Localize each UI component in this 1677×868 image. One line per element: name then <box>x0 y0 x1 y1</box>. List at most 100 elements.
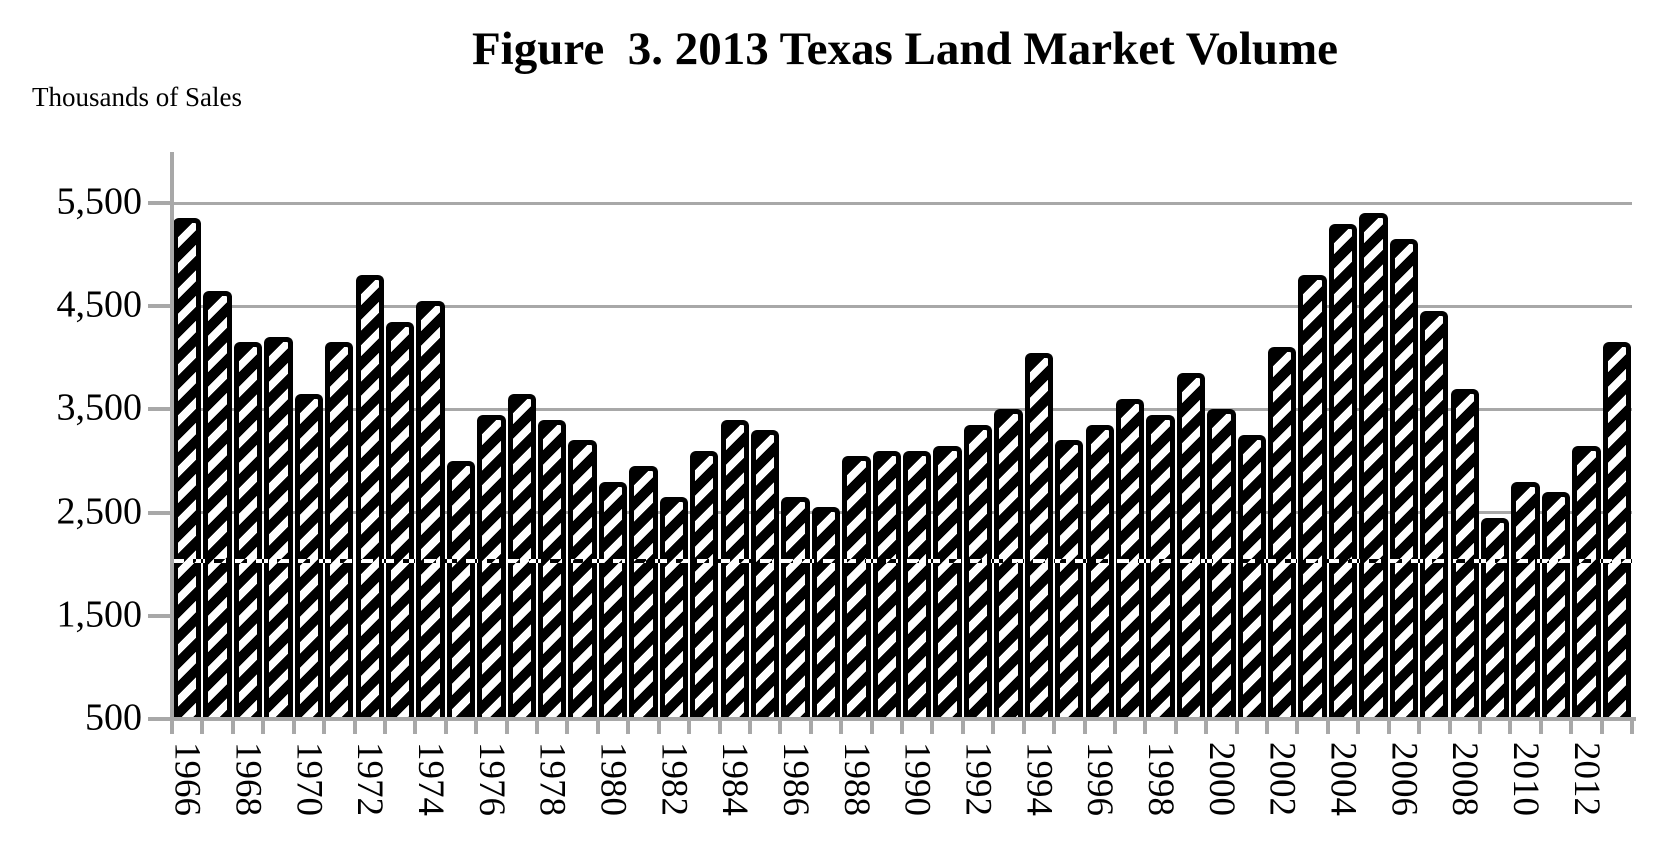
bar-1993 <box>994 409 1023 719</box>
x-tick-label-2006: 2006 <box>1383 742 1425 816</box>
x-tick-22 <box>839 719 844 734</box>
x-tick-12 <box>535 719 539 734</box>
x-tick-15 <box>626 719 631 734</box>
y-tick-500 <box>148 717 172 721</box>
x-tick-43 <box>1477 719 1482 734</box>
x-tick-21 <box>808 719 813 734</box>
bar-1974 <box>416 301 445 719</box>
bar-1967 <box>203 290 232 719</box>
bar-1968 <box>233 342 263 719</box>
x-tick-label-1976: 1976 <box>470 742 512 816</box>
x-tick-label-1978: 1978 <box>531 742 573 816</box>
y-tick-2500 <box>148 510 172 515</box>
x-tick-label-1992: 1992 <box>957 742 999 816</box>
x-tick-9 <box>443 719 448 734</box>
bar-1966 <box>173 218 202 719</box>
x-tick-label-1968: 1968 <box>227 742 269 816</box>
gridline-2500 <box>172 511 1632 515</box>
x-tick-label-1974: 1974 <box>410 742 452 816</box>
x-tick-label-1994: 1994 <box>1018 742 1060 816</box>
bar-1970 <box>294 393 324 719</box>
bar-1975 <box>446 461 476 719</box>
x-tick-label-2002: 2002 <box>1261 742 1303 816</box>
bar-1992 <box>963 424 993 719</box>
x-tick-38 <box>1325 719 1330 734</box>
x-tick-24 <box>900 719 904 734</box>
bar-1979 <box>568 440 597 719</box>
x-tick-36 <box>1265 719 1269 734</box>
x-tick-label-1988: 1988 <box>835 742 877 816</box>
x-tick-1 <box>200 719 205 734</box>
x-tick-label-2008: 2008 <box>1444 742 1486 816</box>
x-tick-8 <box>413 719 418 734</box>
x-tick-11 <box>504 719 509 734</box>
x-tick-33 <box>1173 719 1178 734</box>
x-tick-label-1986: 1986 <box>775 742 817 816</box>
y-tick-label-2500: 2,500 <box>56 490 143 533</box>
x-tick-30 <box>1082 719 1087 734</box>
bar-1995 <box>1055 440 1084 719</box>
x-tick-35 <box>1234 719 1239 734</box>
x-tick-32 <box>1143 719 1148 734</box>
x-tick-label-1996: 1996 <box>1079 742 1121 816</box>
bar-2010 <box>1511 481 1540 719</box>
y-axis-line <box>170 152 174 723</box>
bar-1991 <box>933 445 962 719</box>
x-tick-5 <box>322 719 327 734</box>
x-tick-44 <box>1508 719 1513 734</box>
x-tick-39 <box>1356 719 1361 734</box>
bar-1980 <box>598 481 628 719</box>
x-tick-label-1990: 1990 <box>896 742 938 816</box>
x-tick-37 <box>1295 719 1300 734</box>
bar-1996 <box>1085 424 1114 719</box>
y-tick-label-1500: 1,500 <box>56 593 143 636</box>
x-tick-7 <box>382 719 387 734</box>
x-tick-16 <box>656 719 661 734</box>
x-tick-46 <box>1569 719 1574 734</box>
bar-1998 <box>1146 414 1175 719</box>
bar-1999 <box>1176 373 1206 719</box>
x-tick-label-2004: 2004 <box>1322 742 1364 816</box>
bar-1977 <box>507 393 536 719</box>
y-tick-label-4500: 4,500 <box>56 283 143 326</box>
bar-1985 <box>750 430 780 719</box>
bar-1982 <box>659 497 689 719</box>
bar-1986 <box>781 497 810 719</box>
bar-2006 <box>1389 239 1419 719</box>
bar-2005 <box>1359 213 1388 719</box>
x-axis-line <box>150 717 1636 721</box>
x-tick-29 <box>1052 719 1057 734</box>
x-tick-17 <box>687 719 692 734</box>
bar-1969 <box>264 337 293 719</box>
bar-1983 <box>690 450 719 719</box>
y-tick-5500 <box>148 201 172 205</box>
bar-1984 <box>720 419 749 719</box>
x-tick-48 <box>1630 719 1634 734</box>
gridline-5500 <box>172 201 1632 205</box>
bar-1973 <box>385 321 415 719</box>
x-tick-3 <box>261 719 266 734</box>
x-tick-label-1998: 1998 <box>1140 742 1182 816</box>
x-tick-34 <box>1204 719 1209 734</box>
bar-2004 <box>1328 223 1358 719</box>
chart-title: Figure 3. 2013 Texas Land Market Volume <box>471 23 1339 75</box>
y-tick-1500 <box>148 613 172 618</box>
y-tick-label-500: 500 <box>85 696 142 739</box>
gridline-3500 <box>172 407 1632 411</box>
bar-2013 <box>1602 342 1631 719</box>
x-tick-6 <box>352 719 357 734</box>
x-tick-47 <box>1599 719 1604 734</box>
bar-2011 <box>1541 491 1571 719</box>
x-tick-41 <box>1417 719 1422 734</box>
bar-1976 <box>477 414 506 719</box>
x-tick-label-2010: 2010 <box>1505 742 1547 816</box>
x-tick-label-2012: 2012 <box>1565 742 1607 816</box>
x-tick-45 <box>1538 719 1543 734</box>
bar-2007 <box>1420 311 1449 719</box>
y-tick-label-3500: 3,500 <box>56 386 143 429</box>
x-tick-label-1982: 1982 <box>653 742 695 816</box>
x-tick-25 <box>930 719 935 734</box>
bar-2003 <box>1298 275 1327 719</box>
bar-2008 <box>1450 388 1479 719</box>
